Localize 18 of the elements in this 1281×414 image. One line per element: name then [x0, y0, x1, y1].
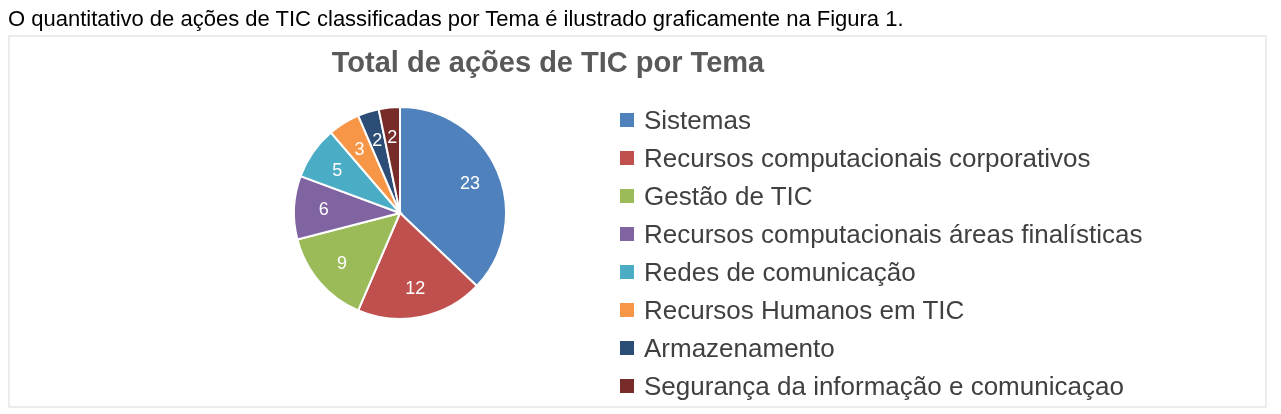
data-label: 2 — [372, 130, 383, 151]
chart-title: Total de ações de TIC por Tema — [331, 46, 766, 78]
data-label: 3 — [354, 138, 365, 159]
data-label: 9 — [337, 253, 348, 274]
legend-label: Recursos Humanos em TIC — [644, 295, 965, 326]
data-label: 12 — [405, 278, 426, 299]
legend-label: Redes de comunicação — [644, 257, 916, 288]
legend-label: Gestão de TIC — [644, 181, 813, 212]
legend-label: Recursos computacionais áreas finalísticas — [644, 219, 1143, 250]
data-label: 5 — [332, 159, 343, 180]
text: O quantitativo de ações de TIC classificadas por Tema é ilustrado graficamente na Figura 1. — [8, 6, 904, 31]
legend-label: Recursos computacionais corporativos — [644, 143, 1091, 174]
legend-label: Segurança da informação e comunicaçao — [644, 371, 1124, 402]
data-label: 6 — [318, 199, 329, 220]
data-label: 2 — [387, 127, 398, 148]
data-label: 23 — [460, 173, 481, 194]
legend-label: Armazenamento — [644, 333, 835, 364]
legend-label: Sistemas — [644, 105, 751, 136]
